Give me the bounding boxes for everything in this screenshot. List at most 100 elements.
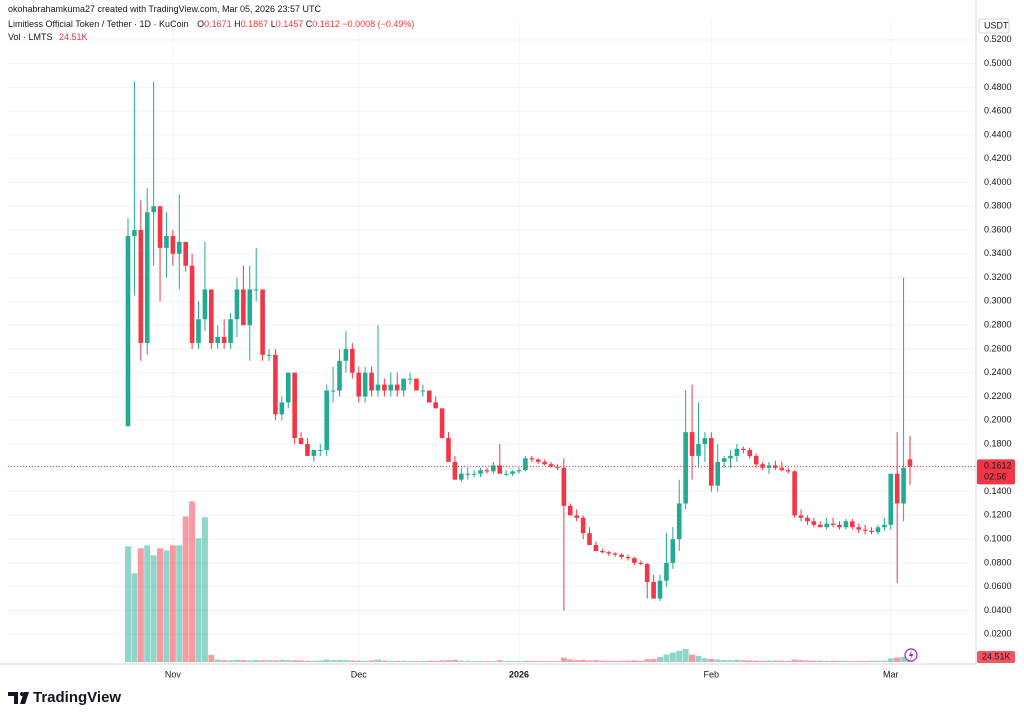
candle-body (317, 449, 323, 451)
volume-bar (887, 658, 894, 662)
candle-body (555, 466, 560, 468)
volume-bar (548, 661, 555, 662)
candle-body (260, 289, 265, 355)
ohlc-value: 0.1671 (204, 19, 232, 29)
candle-body (715, 461, 721, 486)
candle-body (343, 348, 349, 361)
candle-body (388, 384, 394, 391)
volume-box (977, 651, 1015, 663)
volume-title: Vol · LMTS (8, 32, 53, 42)
volume-bar (310, 660, 317, 662)
candle-body (862, 529, 868, 531)
volume-bar (169, 545, 176, 662)
volume-bar (740, 660, 747, 662)
volume-bar (182, 516, 189, 662)
volume-bar (368, 660, 375, 662)
ohlc-value: 0.1612 (312, 19, 340, 29)
volume-bar (208, 655, 215, 662)
candle-body (574, 515, 579, 518)
candle-body (567, 505, 573, 516)
candle-body (638, 562, 644, 565)
candle-body (606, 552, 612, 554)
volume-bar (400, 660, 407, 662)
candle-body (459, 473, 464, 480)
candle-body (696, 444, 701, 456)
volume-bar (483, 661, 490, 662)
volume-bar (894, 657, 901, 662)
candle-body (587, 533, 592, 546)
volume-bar (612, 660, 619, 662)
candle-body (664, 562, 669, 581)
volume-bar (490, 660, 497, 662)
volume-bar (836, 660, 843, 662)
candle-body (324, 390, 330, 450)
candle-body (651, 581, 656, 599)
x-tick-label: Dec (351, 669, 368, 679)
y-tick-label: 0.2000 (984, 415, 1012, 425)
y-tick-label: 0.2200 (984, 391, 1012, 401)
candle-body (279, 402, 285, 415)
candle-body (670, 539, 676, 563)
volume-bar (695, 655, 702, 662)
volume-bar (881, 660, 888, 662)
candle-body (817, 524, 823, 528)
candle-body (894, 473, 900, 504)
volume-bar (676, 650, 683, 662)
volume-bar (663, 654, 670, 662)
volume-bar (554, 661, 561, 662)
volume-bar (746, 660, 753, 662)
volume-bar (464, 660, 471, 662)
candle-body (600, 551, 605, 553)
volume-bar (496, 660, 503, 662)
y-tick-label: 0.1400 (984, 486, 1012, 496)
volume-bar (426, 660, 433, 662)
logo-text: TradingView (33, 689, 121, 706)
candle-body (535, 459, 541, 462)
candle-body (683, 432, 688, 504)
candle-body (657, 580, 663, 599)
ohlc-label: C (305, 19, 313, 29)
candle-body (452, 461, 458, 480)
candle-body (779, 467, 785, 471)
volume-bar (509, 661, 516, 662)
candle-body (196, 319, 201, 343)
candle-body (805, 517, 810, 522)
volume-bar (778, 660, 785, 662)
candle-body (285, 372, 291, 403)
volume-bar (733, 659, 740, 662)
volume-bar (240, 660, 247, 662)
candle-body (369, 372, 374, 391)
volume-bar (387, 660, 394, 662)
volume-bar (573, 660, 580, 662)
volume-bar (721, 660, 728, 662)
y-tick-label: 0.0400 (984, 605, 1012, 615)
attribution: okohabrahamkuma27 created with TradingVi… (8, 4, 322, 14)
y-tick-label: 0.2400 (984, 367, 1012, 377)
candle-body (465, 473, 471, 475)
candle-body (221, 337, 227, 343)
y-tick-label: 0.4000 (984, 177, 1012, 187)
volume-bar (900, 657, 907, 662)
volume-bar (131, 573, 138, 662)
volume-bar (381, 660, 388, 662)
volume-bar (823, 660, 830, 662)
price-label: 0.1612 (984, 461, 1012, 471)
candle-body (439, 408, 445, 439)
volume-bar (304, 660, 311, 662)
legend-main: Limitless Official Token / Tether · 1D ·… (8, 19, 414, 29)
volume-bar (163, 550, 170, 662)
volume-bar (266, 660, 273, 662)
candle-body (189, 265, 195, 343)
logo-mark (8, 692, 29, 704)
volume-bar (445, 660, 452, 662)
candle-body (632, 558, 637, 563)
volume-bar (278, 659, 285, 662)
volume-bar (362, 660, 369, 662)
volume-bar (458, 660, 465, 662)
volume-bar (451, 659, 458, 662)
candle-body (529, 458, 535, 460)
candle-body (875, 527, 881, 532)
volume-bar (221, 660, 228, 662)
candle-body (356, 372, 362, 397)
volume-bar (189, 501, 196, 662)
